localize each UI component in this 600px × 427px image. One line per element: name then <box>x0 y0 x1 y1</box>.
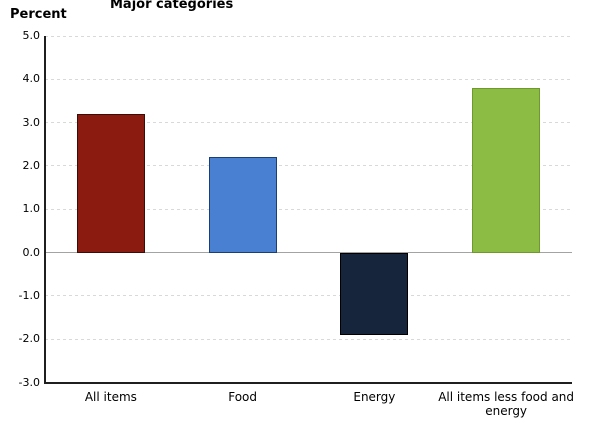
y-tick-label: -3.0 <box>18 375 40 389</box>
x-axis-label-energy: Energy <box>353 390 396 404</box>
bar-all-items <box>76 113 145 253</box>
y-gridline <box>45 35 572 37</box>
x-axis-label-all-items: All items <box>84 390 137 404</box>
y-tick-label: 4.0 <box>22 72 41 86</box>
y-gridline <box>45 122 572 124</box>
y-tick-label: 5.0 <box>22 29 41 42</box>
x-axis-label-food: Food <box>228 390 258 404</box>
y-tick-label: 3.0 <box>22 115 41 129</box>
y-tick-label: -2.0 <box>18 332 40 346</box>
y-gridline <box>45 208 572 210</box>
y-axis-line <box>44 36 46 383</box>
x-axis-label-all-items-less-food-and-energy: All items less food and energy <box>438 390 575 419</box>
chart-title: Major categories <box>110 0 234 12</box>
bar-energy <box>340 252 409 335</box>
y-axis-title: Percent <box>10 7 67 22</box>
y-tick-label: 2.0 <box>22 158 41 172</box>
y-gridline <box>45 338 572 340</box>
y-tick-label: 0.0 <box>22 245 41 259</box>
y-tick-label: -1.0 <box>18 288 40 302</box>
y-gridline <box>45 165 572 167</box>
y-gridline <box>45 78 572 80</box>
y-gridline <box>45 295 572 297</box>
bar-food <box>208 157 277 253</box>
x-axis-line <box>44 381 572 384</box>
y-tick-label: 1.0 <box>22 202 41 216</box>
zero-gridline <box>45 252 572 254</box>
bar-all-items-less-food-and-energy <box>472 87 541 253</box>
